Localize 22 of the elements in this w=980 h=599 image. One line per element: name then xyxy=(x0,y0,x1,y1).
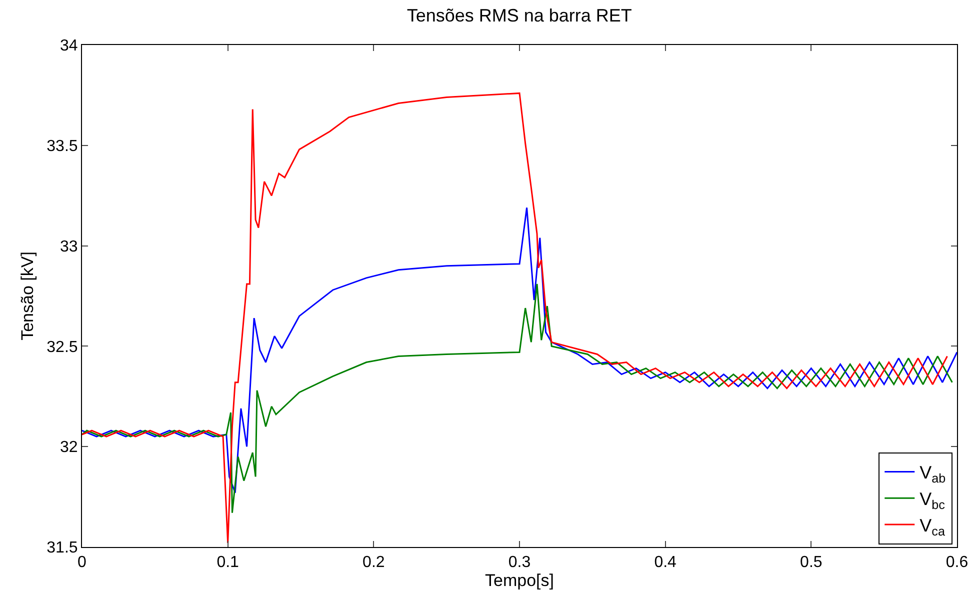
y-tick-label: 33.5 xyxy=(46,138,78,155)
y-tick-label: 33 xyxy=(60,238,78,256)
x-tick-label: 0.2 xyxy=(362,554,385,572)
y-tick-label: 32.5 xyxy=(46,338,78,356)
x-tick-label: 0.6 xyxy=(946,554,968,572)
x-tick-label: 0.3 xyxy=(508,554,531,572)
line-series xyxy=(82,206,957,494)
x-tick-label: 0.5 xyxy=(800,554,822,572)
legend-label: V$_{ca}$ xyxy=(920,516,945,538)
chart-title: Tensões RMS na barra RET xyxy=(406,6,632,26)
line-series xyxy=(82,92,948,544)
y-tick-label: 31.5 xyxy=(46,540,78,557)
x-tick-label: 0 xyxy=(78,554,87,572)
x-tick-label: 0.4 xyxy=(654,554,677,572)
y-tick-label: 32 xyxy=(60,439,78,456)
line-series xyxy=(82,283,953,514)
y-axis-title: Tensão [kV] xyxy=(18,252,38,340)
legend-label: V$_{ab}$ xyxy=(920,462,946,486)
legend-label: V$_{bc}$ xyxy=(920,489,945,512)
x-tick-label: 0.1 xyxy=(216,554,240,572)
y-tick-label: 34 xyxy=(60,38,78,55)
x-axis-title: Tempo[s] xyxy=(485,571,554,590)
